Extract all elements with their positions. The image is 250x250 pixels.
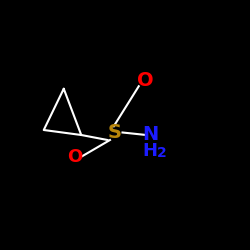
Text: O: O [68, 148, 82, 166]
Text: H: H [142, 142, 158, 160]
Text: S: S [108, 123, 122, 142]
Text: O: O [137, 70, 153, 90]
Text: N: N [142, 126, 158, 144]
Text: 2: 2 [156, 146, 166, 160]
